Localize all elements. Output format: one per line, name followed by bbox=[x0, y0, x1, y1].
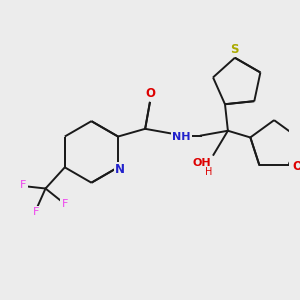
Text: O: O bbox=[146, 87, 156, 100]
Text: S: S bbox=[230, 43, 238, 56]
Text: F: F bbox=[61, 199, 68, 209]
Text: O: O bbox=[292, 160, 300, 173]
Text: H: H bbox=[205, 167, 212, 177]
Text: F: F bbox=[33, 207, 39, 217]
Text: N: N bbox=[115, 163, 125, 176]
Text: OH: OH bbox=[193, 158, 211, 167]
Text: F: F bbox=[20, 180, 27, 190]
Text: NH: NH bbox=[172, 131, 191, 142]
